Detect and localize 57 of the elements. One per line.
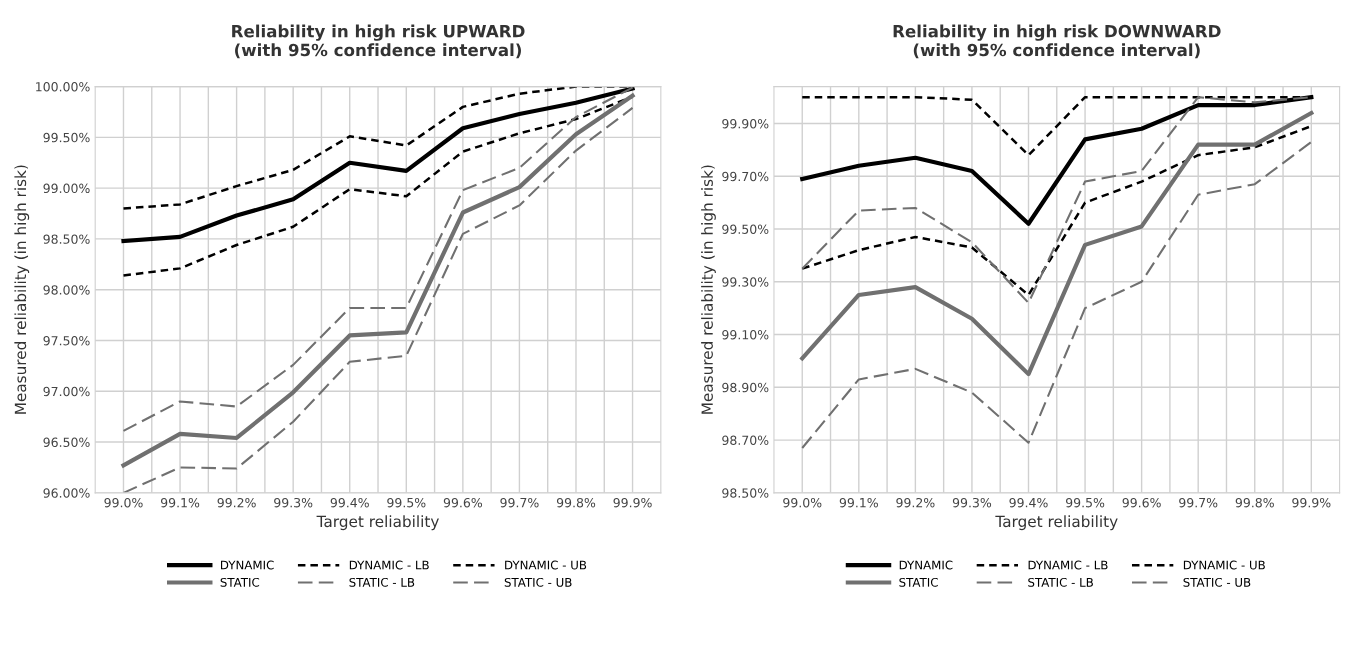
x-tick-label: 99.7% [500,497,539,508]
legend-label: DYNAMIC - UB [505,560,587,570]
x-tick-label: 99.6% [1122,497,1161,508]
x-tick-label: 99.5% [1066,497,1105,508]
y-axis-title: Measured reliability (in high risk) [701,165,716,414]
y-tick-label: 98.50% [43,234,90,244]
y-tick-label: 99.50% [722,224,769,234]
line-series [801,140,1313,450]
x-tick-label: 99.3% [274,497,313,508]
y-tick-label: 98.50% [722,488,769,498]
y-axis-title: Measured reliability (in high risk) [14,165,30,414]
y-tick-label: 99.30% [722,277,769,287]
x-tick-label: 99.1% [839,497,878,508]
y-tick-label: 97.50% [43,335,90,346]
x-axis-title: Target reliability [316,515,439,531]
legend-label: DYNAMIC - UB [1183,560,1265,570]
x-tick-label: 99.5% [387,497,426,508]
chart-title: Reliability in high risk DOWNWARD (with 95% confidence interval) [893,24,1221,59]
legend-label: STATIC - UB [504,577,572,587]
x-tick-label: 99.4% [330,497,369,508]
x-tick-label: 99.8% [556,497,596,508]
legend-label: STATIC - LB [349,577,415,587]
legend-label: STATIC - UB [1183,577,1251,587]
y-tick-label: 99.00% [43,183,90,194]
x-tick-label: 99.0% [104,497,143,508]
legend-label: STATIC [899,577,938,587]
x-tick-label: 99.1% [160,497,200,508]
line-series [800,110,1314,377]
legend-label: DYNAMIC [221,560,274,570]
y-tick-label: 99.90% [722,118,769,129]
x-tick-label: 99.2% [217,497,256,508]
y-tick-label: 99.10% [722,330,769,340]
y-tick-label: 100.00% [36,82,90,92]
x-tick-label: 99.2% [896,497,935,508]
y-tick-label: 97.00% [43,386,90,397]
y-tick-label: 99.70% [722,171,769,182]
legend-label: DYNAMIC - LB [1028,560,1108,570]
y-tick-label: 98.90% [722,382,769,393]
y-tick-label: 98.70% [722,435,769,446]
x-axis-title: Target reliability [995,515,1118,531]
y-tick-label: 98.00% [43,285,90,295]
y-tick-label: 99.50% [43,132,90,143]
y-tick-label: 96.00% [43,488,90,498]
x-tick-label: 99.0% [783,497,822,508]
legend-label: DYNAMIC - LB [349,560,429,570]
y-tick-label: 96.50% [43,437,90,447]
legend-label: STATIC [220,577,260,587]
chart-title: Reliability in high risk UPWARD (with 95% confidence interval) [232,24,525,59]
x-tick-label: 99.6% [443,497,483,508]
x-tick-label: 99.9% [613,497,652,508]
legend-label: DYNAMIC [899,560,953,570]
x-tick-label: 99.9% [1292,497,1331,508]
x-tick-label: 99.7% [1179,497,1218,508]
x-tick-label: 99.8% [1235,497,1274,508]
x-tick-label: 99.3% [952,497,992,508]
x-tick-label: 99.4% [1009,497,1048,508]
legend-label: STATIC - LB [1028,577,1093,587]
